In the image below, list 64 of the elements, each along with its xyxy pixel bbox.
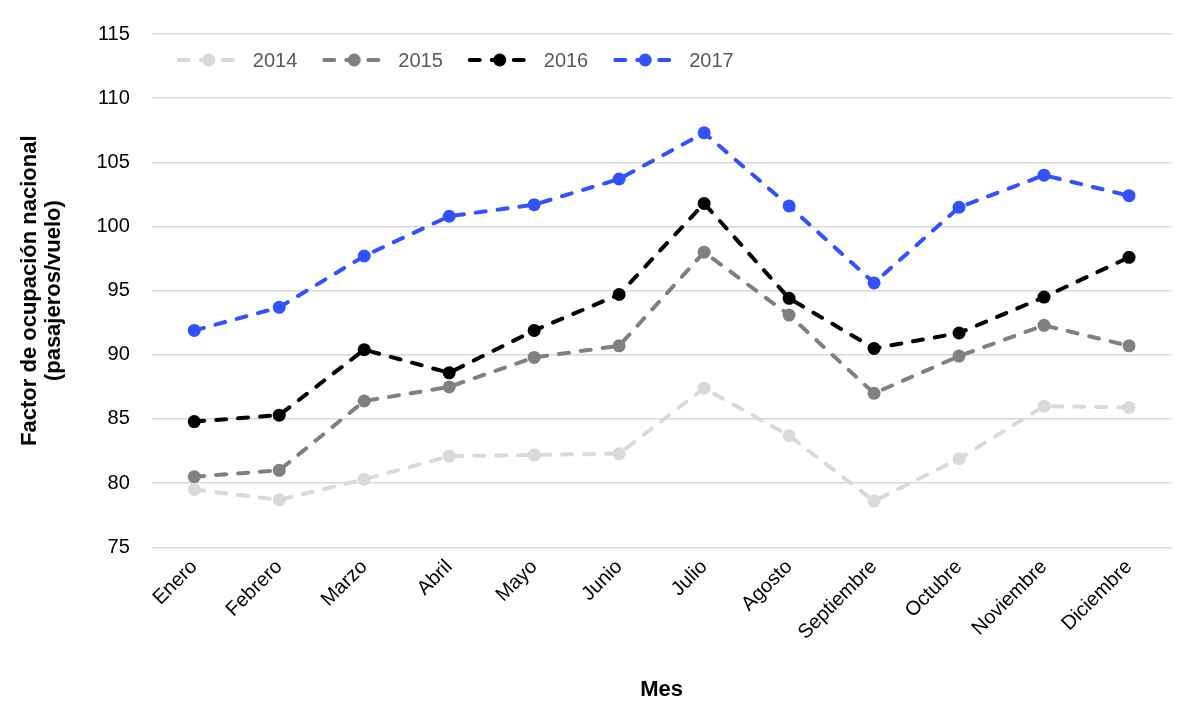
point <box>442 209 456 223</box>
point <box>527 323 541 337</box>
y-tick-label: 115 <box>97 21 130 44</box>
point <box>442 366 456 380</box>
point <box>442 380 456 394</box>
legend-label: 2016 <box>543 48 589 71</box>
point <box>272 300 286 314</box>
point <box>357 394 371 408</box>
point <box>1122 250 1136 264</box>
point <box>697 126 711 140</box>
point <box>952 349 966 363</box>
y-axis-title: Factor de ocupación nacional (pasajeros/vuelo) <box>16 135 66 446</box>
point <box>187 470 201 484</box>
y-tick-label: 110 <box>97 85 130 108</box>
point <box>867 276 881 290</box>
point <box>782 291 796 305</box>
point <box>952 326 966 340</box>
point <box>527 350 541 364</box>
point <box>867 494 881 508</box>
point <box>357 472 371 486</box>
y-tick-label: 105 <box>96 149 130 172</box>
point <box>527 198 541 212</box>
point <box>272 493 286 507</box>
point <box>782 199 796 213</box>
point <box>782 429 796 443</box>
point <box>782 308 796 322</box>
point <box>867 341 881 355</box>
legend-label: 2015 <box>398 48 443 71</box>
y-tick-label: 100 <box>96 214 130 237</box>
point <box>442 449 456 463</box>
point <box>527 448 541 462</box>
point <box>187 483 201 497</box>
point <box>272 408 286 422</box>
y-tick-label: 85 <box>107 406 130 429</box>
point <box>1037 318 1051 332</box>
point <box>612 172 626 186</box>
point <box>952 200 966 214</box>
point <box>187 415 201 429</box>
point <box>272 463 286 477</box>
x-axis-title: Mes <box>640 675 684 701</box>
point <box>697 381 711 395</box>
legend-label: 2017 <box>689 48 734 71</box>
point <box>612 339 626 353</box>
point <box>357 249 371 263</box>
point <box>1122 400 1136 414</box>
point <box>357 343 371 357</box>
x-tick-label: Julio <box>666 554 711 600</box>
point <box>612 288 626 302</box>
point <box>1037 399 1051 413</box>
point <box>1037 290 1051 304</box>
point <box>612 447 626 461</box>
point <box>867 386 881 400</box>
point <box>952 452 966 466</box>
y-tick-label: 95 <box>107 278 130 301</box>
point <box>1122 339 1136 353</box>
y-tick-label: 80 <box>107 470 130 493</box>
point <box>187 323 201 337</box>
y-tick-label: 75 <box>107 534 130 557</box>
legend-label: 2014 <box>252 48 298 71</box>
point <box>697 196 711 210</box>
y-tick-label: 90 <box>107 342 130 365</box>
point <box>1122 189 1136 203</box>
point <box>697 245 711 259</box>
point <box>1037 168 1051 182</box>
